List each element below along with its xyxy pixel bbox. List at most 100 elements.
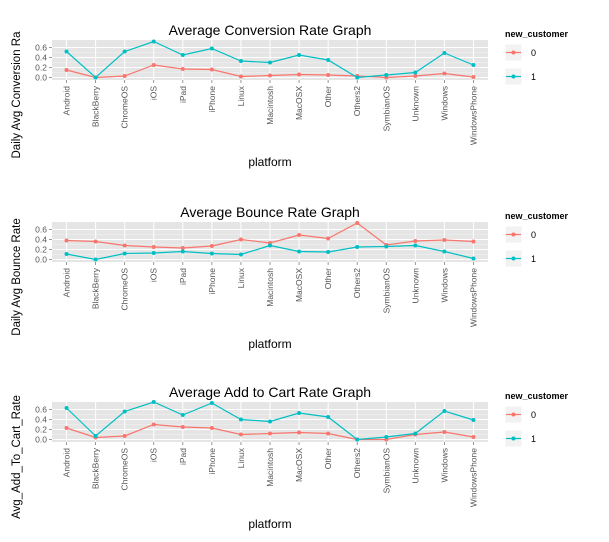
legend-key-point: [511, 50, 516, 55]
data-point: [413, 239, 418, 243]
x-tick-label: BlackBerry: [91, 85, 101, 127]
legend-label: 0: [531, 230, 536, 240]
data-point: [238, 417, 243, 422]
x-tick-label: BlackBerry: [91, 267, 101, 309]
legend: new_customer 0 1: [504, 29, 569, 86]
data-point: [64, 252, 69, 256]
data-point: [413, 431, 418, 436]
data-point: [151, 422, 156, 427]
x-tick-label: WindowsPhone: [468, 268, 478, 327]
chart-3: 0.00.20.40.6 Android BlackBerry ChromeOS iOS…: [11, 384, 569, 531]
x-tick-label: MacOSX: [294, 268, 304, 302]
x-tick-label: Unknown: [410, 86, 420, 122]
chart-title: Average Bounce Rate Graph: [180, 204, 360, 220]
x-tick-label: Others2: [352, 268, 362, 299]
x-tick-label: Macintosh: [265, 268, 275, 307]
x-tick-label: Others2: [352, 448, 362, 479]
y-tick-label: 0.2: [35, 425, 47, 435]
x-tick-label: SymbianOS: [381, 268, 391, 314]
data-point: [238, 252, 243, 257]
x-axis-label: platform: [248, 337, 291, 351]
data-point: [442, 238, 447, 242]
x-tick-label: ChromeOS: [120, 268, 130, 311]
data-point: [238, 432, 243, 437]
x-tick-label: ChromeOS: [120, 86, 130, 129]
data-point: [122, 409, 127, 414]
x-tick-label: Linux: [236, 267, 246, 288]
legend-title: new_customer: [505, 29, 569, 39]
x-tick-label: Windows: [439, 268, 449, 302]
data-point: [384, 435, 389, 439]
x-tick-label: Linux: [236, 447, 246, 468]
legend-title: new_customer: [505, 211, 569, 221]
data-point: [180, 246, 185, 250]
data-point: [64, 406, 69, 410]
x-tick-label: Windows: [439, 448, 449, 482]
chart-title: Average Add to Cart Rate Graph: [169, 384, 371, 400]
y-tick-label: 0.6: [35, 405, 47, 415]
chart-title: Average Conversion Rate Graph: [169, 22, 372, 38]
data-point: [268, 419, 272, 424]
x-tick-label: iPad: [178, 86, 188, 103]
data-point: [471, 239, 476, 244]
data-point: [122, 49, 127, 54]
data-point: [209, 426, 214, 430]
y-tick-label: 0.6: [35, 225, 47, 235]
y-axis-label: Daily Avg Conversion Ra: [11, 31, 23, 159]
x-tick-label: iPhone: [207, 86, 217, 113]
data-point: [93, 434, 98, 438]
legend-key-point: [511, 232, 516, 237]
x-tick-label: iPhone: [207, 268, 217, 295]
y-tick-label: 0.2: [35, 63, 47, 73]
data-point: [268, 243, 272, 248]
x-tick-label: iPhone: [207, 448, 217, 475]
data-point: [151, 245, 156, 249]
data-point: [297, 233, 302, 237]
data-point: [297, 249, 302, 254]
legend-label: 0: [531, 48, 536, 58]
data-point: [442, 71, 447, 76]
x-tick-label: WindowsPhone: [468, 448, 478, 507]
x-tick-label: Others2: [352, 86, 362, 117]
data-point: [64, 49, 69, 54]
data-point: [122, 251, 127, 256]
legend-label: 1: [531, 434, 536, 444]
y-tick-label: 0.0: [35, 435, 47, 445]
data-point: [64, 238, 69, 243]
data-point: [355, 221, 360, 225]
data-point: [209, 46, 214, 51]
x-tick-label: SymbianOS: [381, 86, 391, 132]
x-tick-label: iPad: [178, 448, 188, 465]
data-point: [209, 244, 214, 248]
data-point: [151, 39, 156, 44]
y-tick-label: 0.6: [35, 43, 47, 53]
x-tick-label: SymbianOS: [381, 448, 391, 494]
data-point: [238, 237, 243, 242]
data-point: [93, 239, 98, 244]
data-point: [384, 244, 389, 249]
data-point: [384, 73, 389, 77]
data-point: [122, 243, 127, 248]
data-point: [471, 75, 476, 79]
data-point: [238, 74, 243, 79]
legend-key-point: [511, 436, 516, 441]
data-point: [326, 250, 331, 254]
x-tick-label: Android: [62, 448, 72, 478]
y-axis-label: Avg_Add_To_Cart_Rate: [11, 395, 23, 519]
data-point: [209, 67, 214, 72]
y-tick-label: 0.4: [35, 235, 47, 245]
legend-key-point: [511, 256, 516, 261]
data-point: [93, 75, 98, 80]
x-tick-label: ChromeOS: [120, 448, 130, 491]
data-point: [355, 437, 360, 442]
data-point: [297, 411, 302, 415]
legend-label: 1: [531, 72, 536, 82]
data-point: [326, 415, 331, 419]
data-point: [180, 249, 185, 254]
data-point: [326, 236, 331, 241]
data-point: [151, 63, 156, 67]
x-tick-label: Android: [62, 268, 72, 298]
chart-1: 0.00.20.40.6 Android BlackBerry ChromeOS iOS…: [11, 22, 569, 169]
data-point: [151, 400, 156, 404]
